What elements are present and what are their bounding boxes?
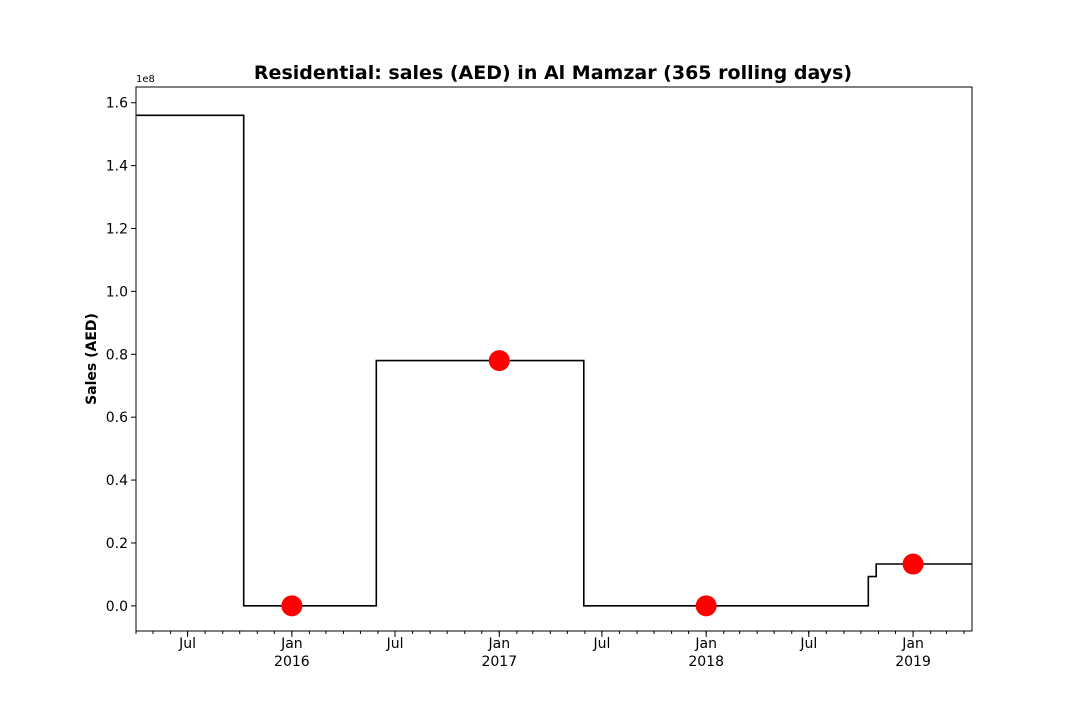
y-axis-label: Sales (AED): [84, 313, 100, 405]
y-tick-label: 1.4: [106, 159, 128, 175]
x-tick-label: Jan: [280, 636, 303, 652]
series-line: [136, 114, 972, 607]
x-tick-label: Jan: [694, 636, 717, 652]
plot-area: 0.0 0.2 0.4 0.6 0.8 1.0 1.2 1.4 1.6 Jul Jan 2016 Jul…: [106, 96, 972, 670]
x-tick-year-label: 2016: [274, 654, 310, 670]
y-tick-label: 0.2: [106, 536, 128, 552]
x-tick-label: Jul: [799, 636, 817, 652]
data-point-marker: [281, 595, 303, 617]
x-tick-label: Jul: [386, 636, 404, 652]
x-tick-label: Jan: [901, 636, 924, 652]
y-tick-label: 1.6: [106, 96, 128, 112]
x-tick-year-label: 2017: [481, 654, 517, 670]
data-point-marker: [902, 553, 924, 575]
y-tick-label: 1.0: [106, 284, 128, 300]
x-tick-label: Jul: [178, 636, 196, 652]
x-tick-label: Jul: [592, 636, 610, 652]
plot-frame: [135, 86, 973, 632]
y-axis-offset-label: 1e8: [136, 74, 155, 85]
data-point-marker: [488, 350, 510, 372]
x-tick-year-label: 2019: [895, 654, 931, 670]
y-tick-label: 0.0: [106, 599, 128, 615]
y-tick-label: 0.4: [106, 473, 128, 489]
y-tick-label: 0.8: [106, 347, 128, 363]
x-tick-label: Jan: [488, 636, 511, 652]
y-tick-label: 1.2: [106, 222, 128, 238]
y-tick-label: 0.6: [106, 410, 128, 426]
data-point-marker: [695, 595, 717, 617]
x-tick-year-label: 2018: [688, 654, 724, 670]
chart-title: Residential: sales (AED) in Al Mamzar (3…: [254, 62, 852, 84]
